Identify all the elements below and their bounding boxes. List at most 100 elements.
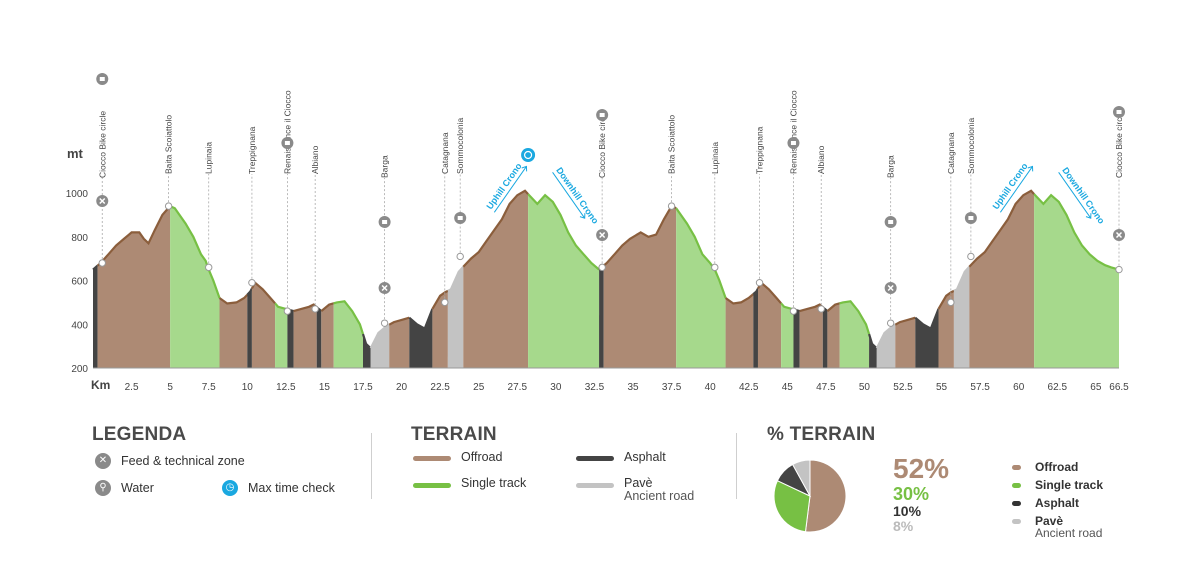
terrain-outline-offroad <box>218 293 249 305</box>
waypoint-label: Catagnana <box>440 132 450 174</box>
terrain-area-offroad <box>97 206 171 368</box>
waypoint-marker <box>598 263 606 272</box>
x-tick-label: 32.5 <box>585 382 605 393</box>
x-tick-label: 7.5 <box>202 382 216 393</box>
cross-icon: ✕ <box>95 453 111 469</box>
terrain-outline-single_track <box>839 300 871 335</box>
pct-single-label: Single track <box>1035 478 1104 492</box>
waypoint-marker <box>248 278 256 287</box>
terrain-outline-asphalt <box>92 264 99 271</box>
terrain-area-pave <box>370 324 390 368</box>
terrain-offroad-label: Offroad <box>461 450 503 464</box>
x-tick-label: 66.5 <box>1109 382 1129 393</box>
terrain-area-offroad <box>219 294 248 368</box>
x-tick-label: 12.5 <box>276 382 296 393</box>
water-tap-icon <box>599 113 605 117</box>
terrain-outline-pave <box>369 323 390 349</box>
cross-icon <box>1115 231 1123 239</box>
pct-pave-sub: Ancient road <box>1035 526 1103 540</box>
terrain-outline-pave <box>875 323 896 349</box>
legenda-title: LEGENDA <box>92 424 187 445</box>
cross-icon <box>887 284 894 292</box>
x-tick-label: 15 <box>319 382 331 393</box>
legend-max-time: ◷ Max time check <box>222 480 335 496</box>
y-tick-label: 400 <box>71 320 88 331</box>
terrain-outline-pave <box>953 266 971 292</box>
waypoint-marker <box>817 305 825 313</box>
stopwatch-icon <box>523 150 533 160</box>
terrain-outline-asphalt <box>914 308 940 331</box>
terrain-area-offroad <box>463 190 529 368</box>
terrain-pave-label: Pavè Ancient road <box>624 477 694 503</box>
waypoint-marker <box>789 307 798 315</box>
terrain-area-offroad <box>895 317 916 368</box>
x-tick-label: 50 <box>859 382 871 393</box>
waypoint-label: Renaissance il Ciocco <box>282 90 292 174</box>
pave-swatch <box>576 483 614 488</box>
legend-feed-zone: ✕ Feed & technical zone <box>95 453 245 469</box>
waypoint-marker <box>164 202 173 210</box>
terrain-outline-single_track <box>527 193 600 271</box>
waypoint-label: Baita Scoiattolo <box>164 115 174 174</box>
cross-icon <box>381 284 388 292</box>
waypoint-label: Lupinaia <box>710 142 720 174</box>
terrain-area-asphalt <box>93 265 98 368</box>
legend-water-label: Water <box>121 481 154 495</box>
pct-pave-label: Pavè Ancient road <box>1035 515 1102 539</box>
x-tick-label: 25 <box>473 382 485 393</box>
terrain-area-offroad <box>799 304 823 368</box>
water-tap-icon <box>968 216 974 220</box>
x-tick-label: 60 <box>1013 382 1025 393</box>
waypoint-marker <box>667 202 676 210</box>
pct-single-dot <box>1012 483 1021 488</box>
waypoint-label: Barga <box>886 155 896 178</box>
water-tap-icon <box>457 216 463 220</box>
terrain-area-single_track <box>528 194 600 368</box>
y-tick-label: 1000 <box>66 189 89 200</box>
pct-pave-value: 8% <box>893 518 914 534</box>
terrain-outline-single_track <box>169 205 221 299</box>
waypoint-label: Ciocco Bike circle <box>97 111 107 178</box>
cross-icon <box>99 197 106 205</box>
waypoint-label: Catagnana <box>946 132 956 174</box>
asphalt-swatch <box>576 456 614 461</box>
single-track-swatch <box>413 483 451 488</box>
terrain-outline-pave <box>447 266 465 292</box>
terrain-outline-asphalt <box>361 333 372 350</box>
x-tick-label: 5 <box>167 382 173 393</box>
waypoint-label: Lupinaia <box>204 142 214 174</box>
crono-arrow-icon <box>493 165 528 213</box>
waypoint-marker <box>1115 265 1123 274</box>
terrain-outline-asphalt <box>408 308 434 331</box>
waypoint-marker <box>205 263 213 272</box>
terrain-area-asphalt <box>287 309 294 368</box>
terrain-area-asphalt <box>316 307 322 368</box>
x-tick-label: 22.5 <box>430 382 450 393</box>
terrain-area-single_track <box>839 301 870 368</box>
pct-asphalt-dot <box>1012 501 1021 506</box>
x-tick-label: 55 <box>936 382 948 393</box>
terrain-outline-single_track <box>333 300 365 335</box>
crono-arrow-icon <box>999 165 1034 213</box>
terrain-pie-chart <box>773 459 847 533</box>
legend-feed-label: Feed & technical zone <box>121 454 245 468</box>
waypoint-label: Renaissance il Ciocco <box>788 90 798 174</box>
x-tick-label: 30 <box>550 382 562 393</box>
x-tick-label: 62.5 <box>1048 382 1068 393</box>
offroad-swatch <box>413 456 451 461</box>
terrain-area-offroad <box>389 317 410 368</box>
x-tick-label: 45 <box>782 382 794 393</box>
terrain-outline-offroad <box>96 205 171 267</box>
waypoint-label: Treppignana <box>755 126 765 174</box>
terrain-area-offroad <box>603 206 677 368</box>
terrain-outline-asphalt <box>246 287 253 296</box>
terrain-outline-offroad <box>968 189 1035 268</box>
waypoint-label: Sommocolonia <box>455 118 465 174</box>
terrain-area-single_track <box>333 301 363 368</box>
terrain-outline-asphalt <box>868 333 878 350</box>
legend-water: ⚲ Water <box>95 480 154 496</box>
terrain-area-offroad <box>432 290 448 368</box>
y-axis-label: mt <box>67 146 84 161</box>
water-tap-icon <box>99 77 105 81</box>
